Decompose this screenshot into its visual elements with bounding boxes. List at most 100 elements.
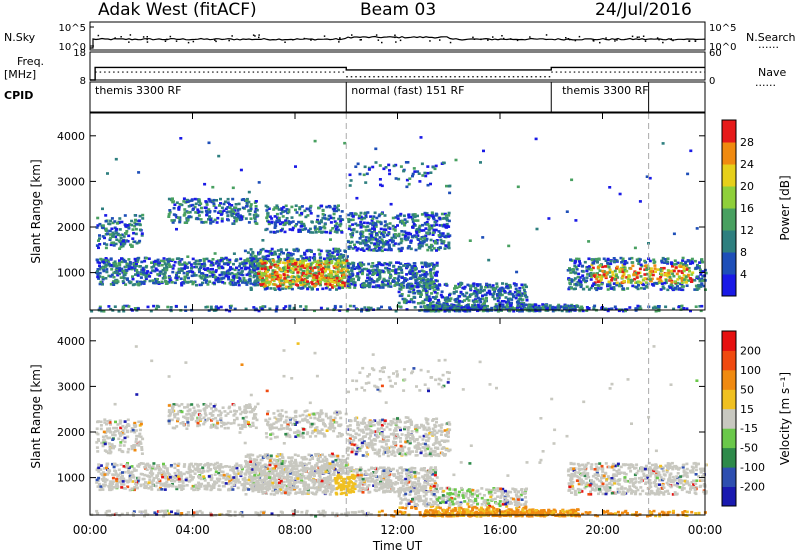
power-cell [652, 261, 656, 264]
power-cell [291, 280, 295, 283]
power-cell [273, 283, 277, 286]
power-cell [200, 221, 204, 224]
power-cell [551, 309, 555, 313]
power-cell [646, 265, 650, 268]
power-cell [313, 284, 317, 287]
power-cell [310, 286, 314, 290]
power-cell [288, 307, 292, 310]
power-cell [639, 307, 643, 311]
power-cell [520, 303, 524, 306]
power-cell [282, 273, 286, 277]
power-cell [403, 221, 407, 225]
power-cell [238, 218, 242, 222]
power-cell [446, 297, 450, 300]
power-cell [378, 275, 382, 279]
power-cell [314, 228, 317, 231]
power-cell [669, 283, 673, 287]
power-cell [226, 201, 230, 204]
power-cell [411, 271, 415, 275]
power-cell [230, 208, 234, 211]
power-cell [424, 174, 428, 178]
power-cell [129, 243, 132, 247]
power-cell [405, 237, 409, 241]
power-cell [676, 278, 680, 281]
power-cell [135, 280, 139, 283]
power-cell [318, 277, 322, 281]
noise-search-dot [644, 40, 647, 42]
power-cell [505, 305, 509, 309]
noise-search-dot [568, 38, 571, 41]
velocity-cell [175, 487, 179, 491]
power-cell [198, 274, 202, 278]
power-cell [433, 297, 437, 300]
power-cell [375, 284, 379, 287]
power-y-tick-label: 2000 [57, 221, 85, 234]
power-cell [427, 309, 431, 313]
power-cell [430, 248, 434, 252]
power-cell [411, 235, 414, 238]
power-cell [499, 287, 502, 290]
power-cell [226, 214, 230, 218]
power-cell [320, 274, 324, 277]
power-cell [313, 139, 317, 143]
velocity-cell [102, 467, 106, 470]
power-cell [633, 270, 637, 273]
power-cell [695, 288, 699, 291]
power-cell [412, 295, 416, 299]
power-cell [565, 309, 569, 313]
power-cell [651, 273, 655, 277]
power-cell [291, 220, 295, 223]
power-cell [621, 274, 625, 278]
power-cell [108, 238, 112, 241]
power-cell [447, 243, 451, 247]
power-cell [154, 260, 158, 263]
power-cell [120, 257, 123, 260]
power-cell [625, 269, 629, 273]
power-cell [383, 241, 387, 244]
power-cell [276, 255, 280, 259]
power-cell [332, 275, 336, 279]
power-cell [270, 263, 274, 266]
velocity-cell [132, 467, 136, 470]
power-cell [699, 309, 703, 313]
power-cell [454, 284, 457, 288]
power-cell [187, 205, 191, 208]
power-cell [346, 264, 350, 268]
power-cell [682, 267, 686, 270]
power-cell [427, 264, 431, 268]
power-cell [479, 288, 483, 292]
power-cell [380, 249, 384, 253]
power-cell [278, 219, 281, 223]
power-cell [431, 233, 435, 236]
power-cell [375, 249, 379, 252]
power-cell [643, 259, 647, 263]
power-cell [123, 260, 127, 263]
power-cell [109, 307, 113, 311]
power-cell [428, 284, 432, 288]
power-cell [596, 261, 599, 264]
power-cell [208, 274, 212, 278]
power-cell [355, 308, 359, 311]
cpid-segment-label: themis 3300 RF [562, 84, 649, 97]
power-cell [136, 257, 140, 260]
power-cell [611, 270, 614, 274]
power-cell [235, 266, 238, 270]
power-cell [344, 265, 348, 268]
power-cell [338, 258, 342, 261]
power-cell [118, 266, 122, 270]
power-cell [313, 226, 317, 230]
power-cell [155, 304, 159, 308]
power-cell [595, 277, 599, 281]
velocity-cell [237, 464, 241, 467]
power-cell [359, 220, 363, 224]
power-cell [592, 272, 596, 275]
power-cell [322, 257, 326, 261]
power-cell [232, 222, 236, 225]
power-cell [284, 219, 288, 222]
noise-search-dot [303, 37, 306, 40]
power-cell [430, 285, 434, 289]
power-cell [384, 279, 388, 283]
power-cell [424, 213, 428, 217]
power-cell [388, 227, 392, 230]
power-cell [353, 286, 357, 289]
